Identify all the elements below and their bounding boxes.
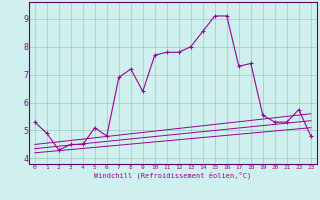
X-axis label: Windchill (Refroidissement éolien,°C): Windchill (Refroidissement éolien,°C) [94,171,252,179]
